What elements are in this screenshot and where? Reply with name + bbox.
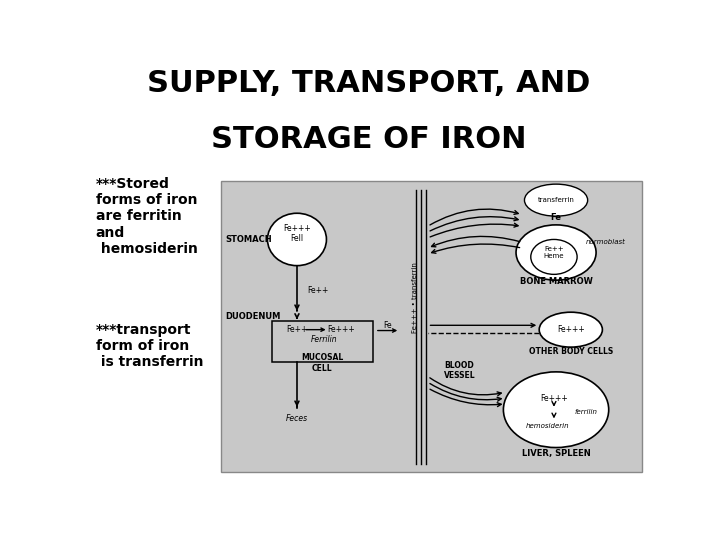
Text: Feces: Feces [286,414,308,423]
Text: Fe++: Fe++ [307,286,329,295]
FancyArrowPatch shape [430,389,501,407]
Ellipse shape [516,225,596,280]
FancyArrowPatch shape [430,223,518,237]
Text: Ferrilin: Ferrilin [311,335,338,345]
Text: LIVER, SPLEEN: LIVER, SPLEEN [522,449,590,458]
Ellipse shape [524,184,588,216]
Text: Fe++: Fe++ [287,325,308,334]
Text: Fe: Fe [383,321,392,330]
Text: transferrin: transferrin [538,197,575,203]
Ellipse shape [539,312,603,347]
Text: Fe+++
Fell: Fe+++ Fell [283,224,311,244]
Text: STORAGE OF IRON: STORAGE OF IRON [211,125,527,154]
Text: DUODENUM: DUODENUM [225,312,281,321]
Text: ferrilin: ferrilin [575,409,598,415]
Text: hemosiderin: hemosiderin [526,423,570,429]
FancyBboxPatch shape [221,181,642,472]
Text: Fe++
Heme: Fe++ Heme [544,246,564,259]
Text: Fe+++: Fe+++ [540,394,568,402]
FancyBboxPatch shape [271,321,373,362]
Text: Fe+++: Fe+++ [328,325,355,334]
Text: SUPPLY, TRANSPORT, AND: SUPPLY, TRANSPORT, AND [148,69,590,98]
FancyArrowPatch shape [430,378,501,396]
Text: STOMACH: STOMACH [225,235,272,244]
Text: Fe: Fe [551,213,562,222]
Text: OTHER BODY CELLS: OTHER BODY CELLS [528,347,613,356]
Text: ***Stored
forms of iron
are ferritin
and
 hemosiderin: ***Stored forms of iron are ferritin and… [96,177,197,256]
Text: ***transport
form of iron
 is transferrin: ***transport form of iron is transferrin [96,322,203,369]
Ellipse shape [531,239,577,274]
Text: Fe+++: Fe+++ [557,325,585,334]
Text: normoblast: normoblast [585,239,626,245]
Text: Fe+++ • transferrin: Fe+++ • transferrin [412,262,418,333]
Text: BONE MARROW: BONE MARROW [520,277,593,286]
Ellipse shape [503,372,608,448]
FancyArrowPatch shape [430,217,518,231]
FancyArrowPatch shape [430,209,518,225]
FancyArrowPatch shape [430,383,501,401]
FancyArrowPatch shape [432,244,520,253]
FancyArrowPatch shape [431,237,520,247]
Text: BLOOD
VESSEL: BLOOD VESSEL [444,361,476,380]
Text: MUCOSAL
CELL: MUCOSAL CELL [301,354,343,373]
Ellipse shape [267,213,326,266]
